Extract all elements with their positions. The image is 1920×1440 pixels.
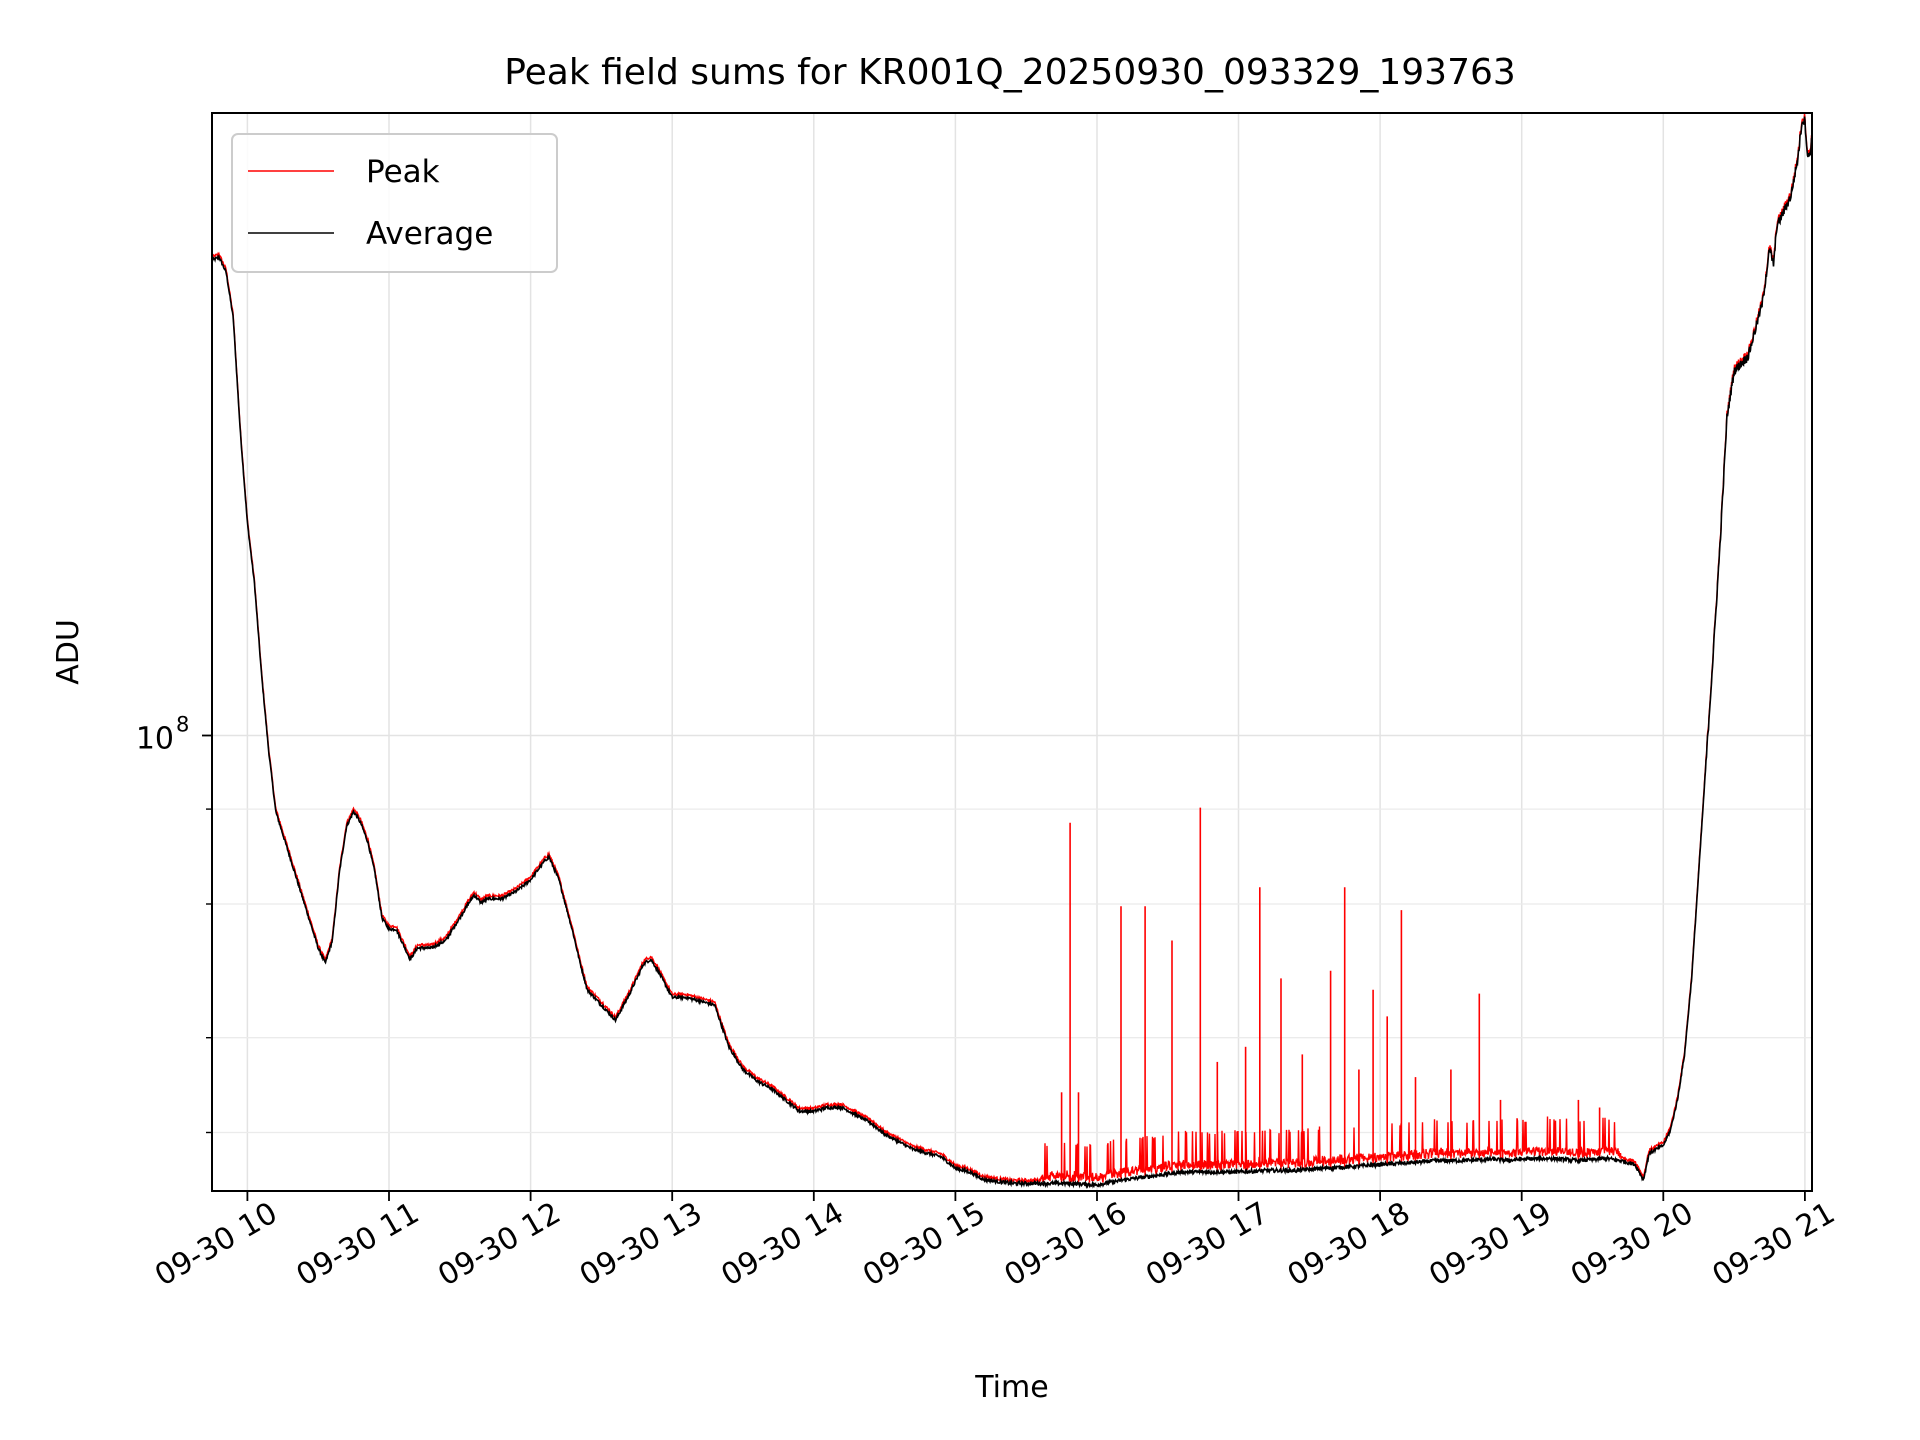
y-axis-ticks: 10 8 [136,713,212,1134]
x-axis-label: Time [974,1370,1048,1405]
peak-spikes [1060,807,1601,1184]
peak-series-line [212,113,1812,1185]
legend-peak-label: Peak [366,154,440,190]
chart-title: Peak field sums for KR001Q_20250930_0933… [504,52,1516,93]
grid [212,113,1812,1191]
legend: Peak Average [231,133,558,273]
y-tick-label-exponent: 8 [176,713,189,737]
legend-average-label: Average [366,216,493,252]
plot-frame [211,112,1813,1192]
average-series-line [212,116,1812,1190]
y-tick-label-base: 10 [136,722,174,757]
y-tick-label: 10 [136,722,174,757]
legend-box [231,133,558,273]
y-axis-label: ADU [51,619,86,685]
